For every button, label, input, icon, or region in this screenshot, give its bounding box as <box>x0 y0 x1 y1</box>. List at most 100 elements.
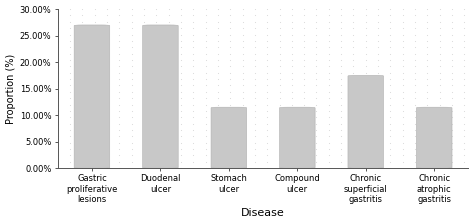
Point <box>103 77 111 81</box>
Point <box>399 166 407 170</box>
Point <box>374 77 382 81</box>
Point <box>66 116 74 119</box>
Point <box>399 33 407 36</box>
Point <box>325 166 333 170</box>
Point <box>399 147 407 151</box>
Point <box>350 154 357 157</box>
Point <box>140 84 148 87</box>
Point <box>91 71 99 75</box>
Point <box>288 122 296 125</box>
Point <box>436 58 444 62</box>
Point <box>387 77 394 81</box>
Point <box>177 26 185 30</box>
Point <box>251 109 259 113</box>
Point <box>301 160 308 164</box>
Point <box>350 84 357 87</box>
Point <box>239 39 246 43</box>
Point <box>325 122 333 125</box>
Point <box>66 96 74 100</box>
Point <box>239 33 246 36</box>
Point <box>165 116 173 119</box>
Point <box>239 14 246 17</box>
Point <box>177 20 185 24</box>
Point <box>337 52 345 55</box>
Point <box>214 141 222 144</box>
Point <box>448 116 456 119</box>
Point <box>362 116 370 119</box>
Point <box>128 147 136 151</box>
Point <box>301 103 308 106</box>
Point <box>448 20 456 24</box>
Point <box>337 58 345 62</box>
Point <box>103 128 111 132</box>
Point <box>116 96 123 100</box>
Point <box>337 90 345 94</box>
Point <box>227 135 234 138</box>
Point <box>91 147 99 151</box>
Point <box>251 20 259 24</box>
Point <box>79 96 86 100</box>
Point <box>177 109 185 113</box>
Point <box>140 147 148 151</box>
Point <box>227 84 234 87</box>
Point <box>251 96 259 100</box>
Point <box>140 109 148 113</box>
Point <box>190 147 197 151</box>
Point <box>387 90 394 94</box>
Point <box>461 147 468 151</box>
Point <box>227 122 234 125</box>
Point <box>461 65 468 68</box>
Point <box>165 26 173 30</box>
Point <box>424 14 431 17</box>
Point <box>264 96 271 100</box>
Point <box>374 128 382 132</box>
Point <box>325 20 333 24</box>
Point <box>387 154 394 157</box>
X-axis label: Disease: Disease <box>241 209 285 218</box>
Point <box>461 103 468 106</box>
Point <box>140 122 148 125</box>
Point <box>239 103 246 106</box>
Point <box>116 122 123 125</box>
Point <box>202 52 210 55</box>
Point <box>116 14 123 17</box>
Point <box>79 103 86 106</box>
Point <box>374 26 382 30</box>
Point <box>165 71 173 75</box>
Point <box>301 65 308 68</box>
Point <box>436 160 444 164</box>
Point <box>264 33 271 36</box>
Point <box>79 166 86 170</box>
Point <box>190 71 197 75</box>
Point <box>79 77 86 81</box>
Point <box>461 141 468 144</box>
Point <box>399 135 407 138</box>
Point <box>325 65 333 68</box>
Point <box>288 52 296 55</box>
Point <box>325 141 333 144</box>
Point <box>116 141 123 144</box>
Point <box>436 7 444 11</box>
Point <box>177 116 185 119</box>
Point <box>79 14 86 17</box>
Point <box>177 96 185 100</box>
Point <box>227 147 234 151</box>
Point <box>387 39 394 43</box>
Point <box>165 65 173 68</box>
Point <box>461 154 468 157</box>
Point <box>165 96 173 100</box>
Point <box>362 96 370 100</box>
Point <box>448 77 456 81</box>
Point <box>153 90 160 94</box>
Point <box>288 116 296 119</box>
Point <box>399 39 407 43</box>
Point <box>153 109 160 113</box>
Point <box>350 109 357 113</box>
Point <box>387 103 394 106</box>
Point <box>350 135 357 138</box>
Point <box>177 14 185 17</box>
Point <box>214 26 222 30</box>
Point <box>140 96 148 100</box>
Point <box>448 109 456 113</box>
Point <box>264 77 271 81</box>
